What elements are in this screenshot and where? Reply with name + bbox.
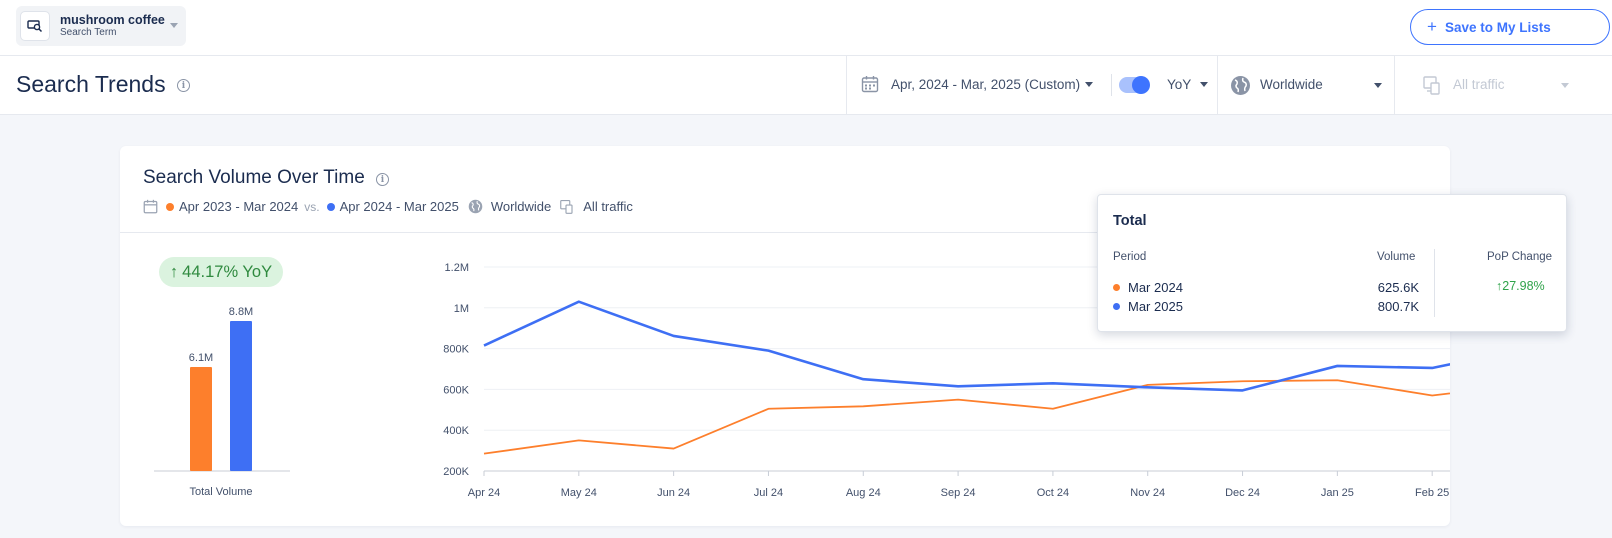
legend-dot-current: [326, 202, 335, 211]
tooltip-col-period: Period: [1113, 251, 1147, 263]
info-icon[interactable]: i: [376, 173, 389, 186]
save-button-label: Save to My Lists: [1444, 19, 1551, 35]
x-tick-label: Apr 24: [468, 487, 500, 499]
x-tick-label: Aug 24: [846, 487, 881, 499]
bar-data-label: 6.1M: [189, 352, 213, 364]
compare-toggle[interactable]: [1119, 76, 1150, 94]
legend-dot-previous: [1113, 284, 1120, 291]
tooltip-volume: 625.6K: [1377, 280, 1419, 295]
save-to-my-lists-button[interactable]: + Save to My Lists: [1410, 9, 1610, 45]
chevron-down-icon: [1374, 83, 1382, 88]
vs-label: vs.: [304, 199, 320, 214]
legend-dot-current: [1113, 303, 1120, 310]
y-tick-label: 200K: [443, 466, 469, 478]
chevron-down-icon: [1200, 82, 1209, 87]
series-line: [483, 300, 1450, 392]
search-term-selector[interactable]: mushroom coffee Search Term: [16, 6, 186, 46]
date-range-label: Apr, 2024 - Mar, 2025 (Custom): [891, 76, 1081, 92]
yoy-change-badge: ↑ 44.17% YoY: [159, 257, 283, 287]
page-title: Search Trends: [16, 71, 166, 97]
tooltip-row: Mar 2024 625.6K: [1113, 280, 1419, 295]
filter-bar: Apr, 2024 - Mar, 2025 (Custom) YoY World…: [846, 56, 1612, 115]
y-tick-label: 400K: [443, 425, 469, 437]
search-term-icon: [20, 11, 50, 41]
tooltip-row: Mar 2025 800.7K: [1113, 299, 1419, 314]
top-bar: mushroom coffee Search Term + Save to My…: [0, 0, 1612, 56]
tooltip-col-change: PoP Change: [1487, 251, 1553, 263]
y-tick-label: 600K: [443, 384, 469, 396]
x-tick-label: Nov 24: [1130, 487, 1165, 499]
x-tick-label: Sep 24: [941, 487, 976, 499]
x-tick-label: Feb 25: [1415, 487, 1449, 499]
chart-tooltip: Total Period Volume PoP Change Mar 2024 …: [1097, 194, 1567, 332]
tooltip-col-volume: Volume: [1377, 251, 1416, 263]
series-line: [483, 379, 1450, 455]
legend-dot-previous: [166, 202, 174, 211]
y-tick-label: 800K: [443, 344, 469, 356]
arrow-up-icon: ↑: [1496, 279, 1503, 293]
tooltip-period: Mar 2025: [1128, 299, 1183, 314]
divider: [1434, 249, 1435, 317]
x-axis-label: Total Volume: [190, 486, 253, 498]
tooltip-volume: 800.7K: [1377, 299, 1419, 314]
page-header: Search Trends i Apr, 2024 - Mar, 2025 (C…: [0, 56, 1612, 115]
yoy-change-value: 44.17% YoY: [182, 262, 273, 281]
chevron-down-icon: [170, 23, 178, 28]
tooltip-change-value: 27.98%: [1502, 279, 1545, 293]
bar-data-label: 8.8M: [229, 306, 253, 318]
compare-mode-selector[interactable]: YoY: [1167, 77, 1209, 92]
traffic-label: All traffic: [583, 199, 633, 214]
x-tick-label: Jan 25: [1321, 487, 1354, 499]
x-tick-label: Jun 24: [657, 487, 690, 499]
calendar-icon: [861, 76, 879, 93]
x-tick-label: Dec 24: [1225, 487, 1260, 499]
y-tick-label: 1.2M: [445, 262, 469, 274]
card-title: Search Volume Over Time: [143, 167, 365, 188]
search-term-name: mushroom coffee: [60, 13, 165, 28]
bar: [230, 321, 252, 471]
y-tick-label: 1M: [454, 303, 469, 315]
plus-icon: +: [1427, 17, 1437, 36]
arrow-up-icon: ↑: [169, 262, 179, 281]
card-subtitle: Apr 2023 - Mar 2024 vs. Apr 2024 - Mar 2…: [143, 199, 633, 214]
globe-icon: [1231, 76, 1250, 95]
period-previous: Apr 2023 - Mar 2024: [179, 199, 299, 214]
devices-icon: [560, 199, 573, 214]
x-tick-label: Jul 24: [754, 487, 783, 499]
tooltip-period: Mar 2024: [1128, 280, 1183, 295]
traffic-selector[interactable]: All traffic: [1407, 56, 1612, 115]
compare-mode-label: YoY: [1167, 77, 1192, 92]
total-volume-bar-chart: 6.1M 8.8M Total Volume: [154, 306, 290, 498]
date-range-selector[interactable]: Apr, 2024 - Mar, 2025 (Custom): [861, 75, 1094, 93]
globe-icon: [468, 199, 483, 214]
x-tick-label: Oct 24: [1037, 487, 1069, 499]
tooltip-title: Total: [1113, 213, 1147, 229]
info-icon[interactable]: i: [177, 79, 190, 92]
traffic-label: All traffic: [1453, 77, 1505, 92]
bar: [190, 367, 212, 471]
chevron-down-icon: [1085, 81, 1094, 87]
chevron-down-icon: [1561, 83, 1569, 88]
divider: [1111, 74, 1112, 96]
geo-label: Worldwide: [490, 199, 552, 214]
divider: [120, 232, 1450, 233]
x-tick-label: May 24: [561, 487, 597, 499]
geo-selector[interactable]: Worldwide: [1217, 56, 1395, 115]
period-current: Apr 2024 - Mar 2025: [339, 199, 459, 214]
search-term-type: Search Term: [60, 27, 117, 39]
calendar-icon: [143, 199, 158, 214]
geo-label: Worldwide: [1260, 77, 1323, 92]
devices-icon: [1423, 76, 1440, 95]
tooltip-pop-change: ↑27.98%: [1496, 279, 1545, 293]
search-volume-line-chart: 200K 400K 600K 800K 1M 1.2M Apr 24 May 24 Jun 24…: [443, 262, 1450, 499]
